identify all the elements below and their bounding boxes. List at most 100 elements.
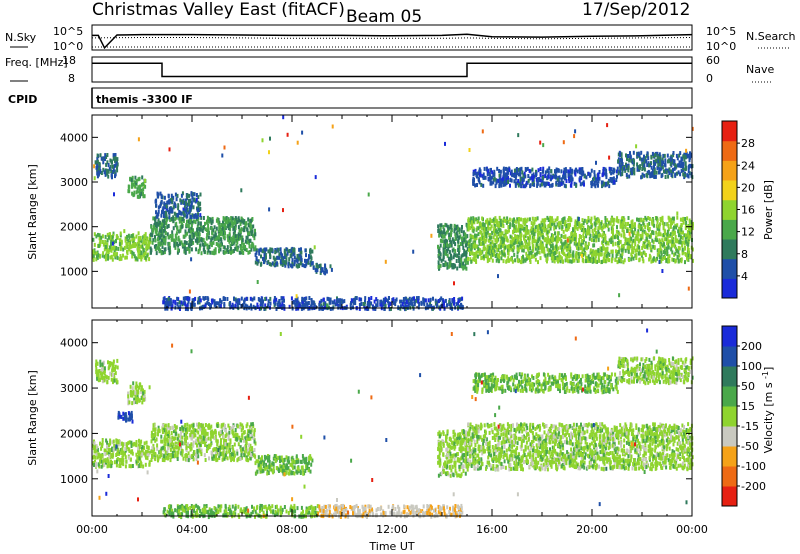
power-cell <box>158 228 161 233</box>
power-cell <box>601 183 604 188</box>
power-cell <box>674 172 677 177</box>
power-cell <box>593 170 596 175</box>
power-cell <box>664 255 666 260</box>
frequency-left-tick-bottom: 8 <box>68 72 75 85</box>
power-cell <box>107 250 110 255</box>
power-cell <box>606 218 609 223</box>
power-cell <box>450 228 453 232</box>
power-cell <box>665 258 668 262</box>
power-cell <box>558 175 561 180</box>
power-cell <box>171 209 174 214</box>
power-cell <box>142 240 145 245</box>
power-cell <box>118 257 121 262</box>
power-cell <box>144 255 147 260</box>
power-cell <box>584 242 587 247</box>
velocity-cell <box>124 464 127 469</box>
power-cell <box>188 248 191 253</box>
power-cell <box>642 165 644 170</box>
power-cell <box>197 200 200 205</box>
power-colorbar-label: Power [dB] <box>762 180 775 240</box>
power-cell <box>532 244 535 249</box>
power-cell <box>325 303 328 308</box>
power-cell <box>673 242 676 247</box>
power-cell <box>509 244 512 249</box>
power-cell <box>484 227 486 232</box>
power-cell <box>546 256 549 261</box>
power-cell <box>611 253 614 258</box>
power-cell <box>95 234 98 239</box>
power-cell <box>666 153 669 158</box>
power-cell <box>636 248 639 253</box>
power-cell <box>623 166 626 171</box>
power-cell <box>131 237 134 242</box>
power-cell <box>669 217 672 222</box>
power-cell <box>557 221 560 226</box>
power-cell <box>259 303 262 308</box>
power-cell <box>291 264 294 269</box>
power-cell <box>638 257 641 262</box>
power-cell <box>634 227 637 232</box>
power-cell <box>507 256 510 261</box>
power-cell <box>451 306 454 311</box>
power-cell <box>270 262 273 267</box>
velocity-cell <box>144 462 147 467</box>
power-cell <box>447 246 450 251</box>
power-cell <box>498 184 501 189</box>
power-cell <box>602 171 605 176</box>
power-cell <box>556 247 558 252</box>
power-cell <box>560 169 563 174</box>
velocity-cell <box>122 462 125 467</box>
power-cell <box>208 245 211 249</box>
power-cell <box>580 235 582 239</box>
power-cell <box>499 169 502 174</box>
power-cell <box>678 160 681 165</box>
power-cell <box>669 159 672 164</box>
power-cell <box>647 233 650 238</box>
power-cell <box>307 306 310 311</box>
power-cell <box>532 254 534 259</box>
power-cell <box>439 226 442 231</box>
power-cell <box>143 233 146 238</box>
power-cell <box>634 237 637 242</box>
power-cell <box>170 301 173 306</box>
power-cell <box>555 241 558 246</box>
velocity-cell <box>93 454 96 459</box>
power-cell <box>180 211 183 216</box>
power-cell <box>191 298 194 303</box>
power-cell <box>440 296 443 301</box>
power-cell <box>487 226 490 231</box>
power-cell <box>512 248 515 253</box>
power-cell <box>671 257 674 262</box>
power-cell <box>655 230 658 235</box>
power-cell <box>375 297 378 302</box>
power-cell <box>637 218 640 222</box>
power-cell <box>229 221 232 226</box>
power-cell <box>677 229 680 234</box>
power-cell <box>490 181 493 186</box>
power-cell <box>481 129 484 134</box>
power-cell <box>151 233 154 238</box>
power-cell <box>455 225 458 229</box>
power-cell <box>663 222 666 227</box>
power-cell <box>193 197 196 202</box>
power-cell <box>503 174 506 178</box>
velocity-cell <box>120 450 123 455</box>
power-cell <box>521 248 524 253</box>
power-colorbar-swatch <box>722 239 737 260</box>
power-cell <box>668 167 671 172</box>
power-cell <box>250 232 253 236</box>
power-cell <box>213 299 216 304</box>
power-cell <box>539 183 542 188</box>
power-cell <box>415 298 418 303</box>
power-cell <box>339 302 342 306</box>
velocity-cell <box>145 449 147 454</box>
power-cell <box>611 249 614 254</box>
velocity-cell <box>92 443 95 448</box>
power-cell <box>644 225 647 230</box>
power-cell <box>155 224 158 229</box>
power-cell <box>317 264 320 269</box>
power-cell <box>594 254 597 259</box>
power-cell <box>283 250 286 255</box>
power-cell <box>612 228 614 233</box>
power-cell <box>539 167 542 171</box>
